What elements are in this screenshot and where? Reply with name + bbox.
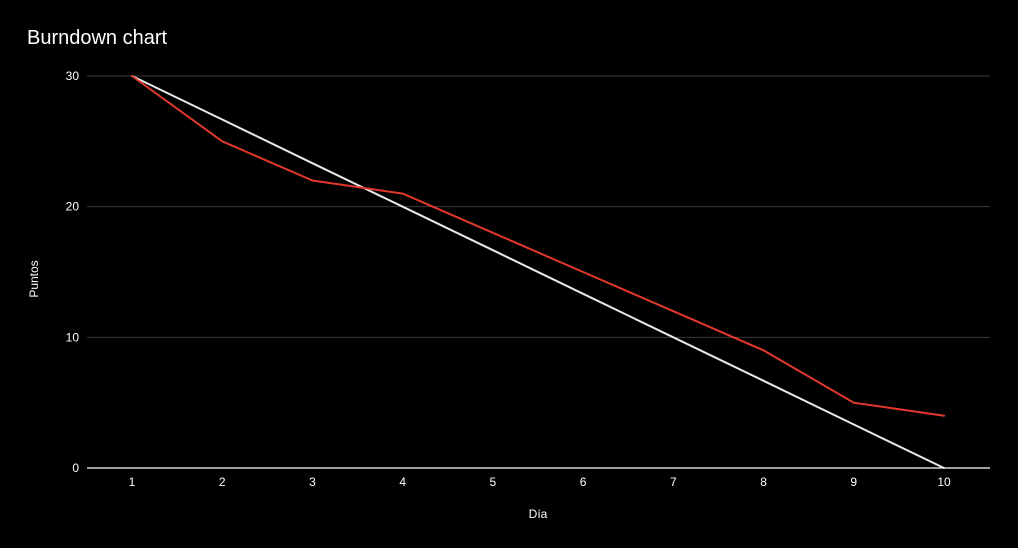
y-tick-label: 20 <box>66 200 80 214</box>
x-tick-label: 3 <box>309 475 316 489</box>
x-tick-label: 7 <box>670 475 677 489</box>
x-axis-title: Día <box>529 507 548 521</box>
ideal-burndown-line <box>131 75 945 469</box>
x-tick-label: 10 <box>937 475 951 489</box>
x-tick-label: 5 <box>490 475 497 489</box>
y-axis-ticks: 0 10 20 30 <box>66 69 80 475</box>
x-tick-label: 1 <box>129 475 136 489</box>
x-tick-label: 8 <box>760 475 767 489</box>
y-axis-title: Puntos <box>27 260 41 297</box>
y-tick-label: 0 <box>72 461 79 475</box>
x-tick-label: 2 <box>219 475 226 489</box>
actual-burndown-line <box>131 75 945 417</box>
x-axis-ticks: 1 2 3 4 5 6 7 8 9 10 <box>129 475 951 489</box>
series-lines <box>131 75 945 469</box>
y-tick-label: 10 <box>66 330 80 344</box>
y-tick-label: 30 <box>66 69 80 83</box>
x-tick-label: 9 <box>850 475 857 489</box>
x-tick-label: 4 <box>399 475 406 489</box>
gridlines <box>87 75 990 469</box>
chart-title: Burndown chart <box>27 27 168 49</box>
x-tick-label: 6 <box>580 475 587 489</box>
